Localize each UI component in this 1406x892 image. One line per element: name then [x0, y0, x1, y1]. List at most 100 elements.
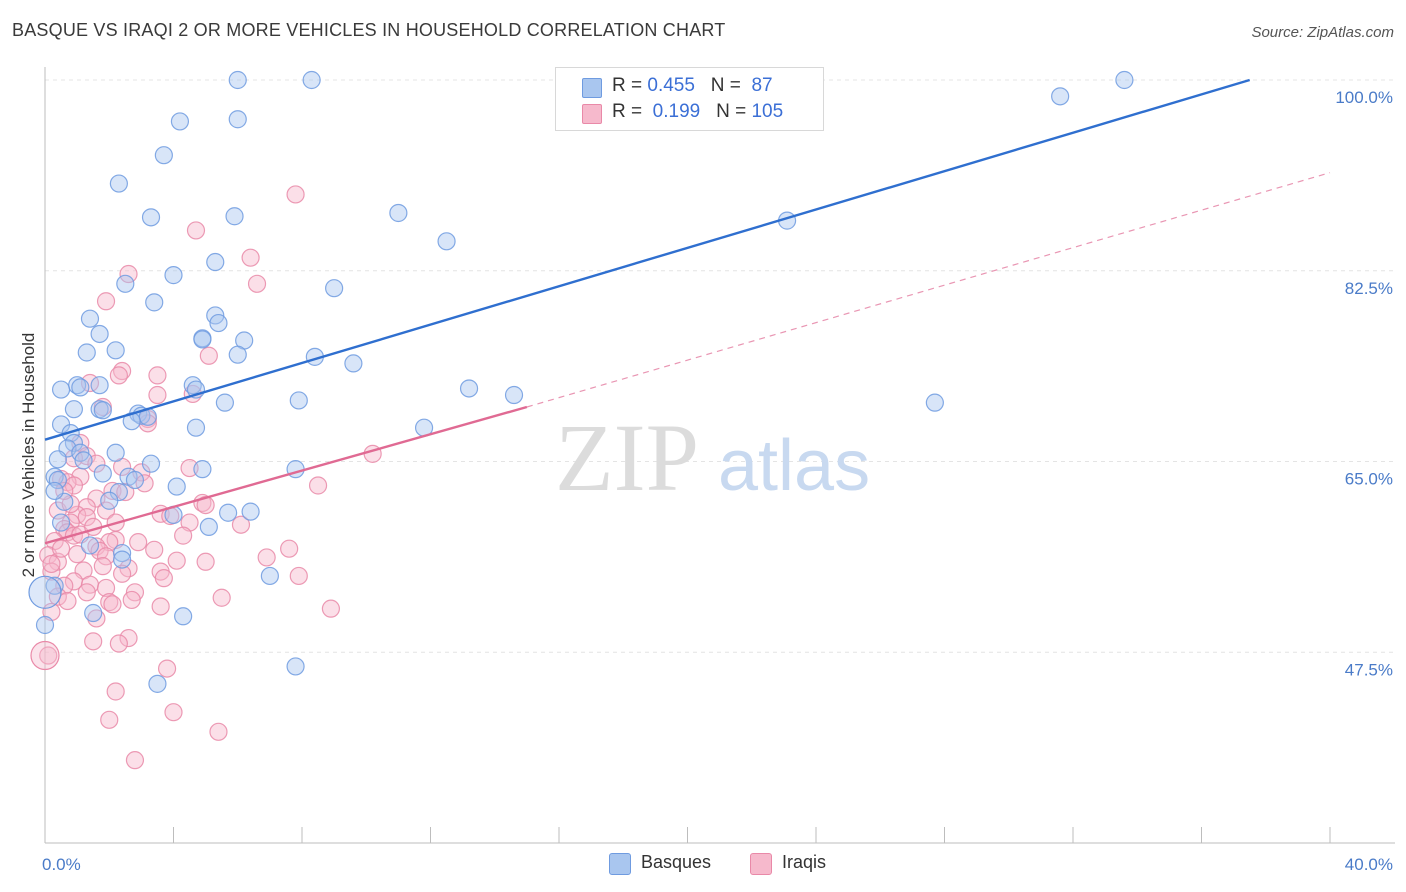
basques-point: [141, 208, 161, 227]
iraqis-point: [119, 264, 138, 284]
legend-r-value-basques: 0.455: [647, 75, 695, 96]
iraqis-point: [55, 481, 74, 501]
trend-line-iraqis: [44, 405, 528, 545]
basques-point: [148, 674, 167, 693]
iraqis-point: [174, 526, 193, 545]
basques-point: [112, 550, 132, 569]
y-tick-label: 47.5%: [1345, 660, 1393, 679]
basques-point: [64, 400, 84, 419]
x-tick-label-min: 0.0%: [42, 855, 81, 874]
iraqis-point: [68, 545, 87, 564]
basques-point: [389, 203, 408, 223]
basques-point: [925, 393, 944, 412]
y-tick-label: 82.5%: [1345, 279, 1393, 298]
iraqis-point: [112, 564, 132, 583]
basques-point: [193, 330, 212, 349]
iraqis-point: [148, 385, 167, 405]
iraqis-point: [247, 274, 267, 293]
iraqis-point: [321, 599, 341, 618]
iraqis-point: [119, 628, 138, 648]
legend-r-label: R =: [612, 75, 643, 96]
basques-point: [80, 536, 100, 555]
basques-point: [260, 566, 279, 586]
trend-line-basques: [44, 78, 1251, 441]
iraqis-point: [96, 578, 116, 598]
basques-point: [48, 470, 67, 490]
basques-point: [106, 443, 125, 462]
bottom-legend-label-iraqis: Iraqis: [782, 852, 827, 872]
basques-point: [193, 460, 212, 479]
basques-point: [302, 70, 321, 90]
chart-title: BASQUE VS IRAQI 2 OR MORE VEHICLES IN HO…: [12, 20, 726, 40]
iraqis-point: [42, 554, 61, 574]
iraqis-point: [109, 366, 128, 385]
y-tick-label: 65.0%: [1345, 470, 1393, 489]
iraqis-point: [286, 185, 305, 204]
basques-point: [170, 112, 190, 131]
basques-point: [125, 470, 145, 490]
basques-point: [228, 345, 247, 364]
basques-point: [93, 464, 112, 483]
iraqis-point: [58, 591, 77, 611]
basques-point: [164, 266, 183, 285]
legend-n-label: N =: [710, 75, 741, 96]
iraqis-point: [212, 588, 231, 607]
watermark-zip: ZIP: [555, 404, 699, 511]
iraqis-point: [84, 632, 103, 651]
iraqis-point: [100, 593, 119, 612]
iraqis-point: [77, 507, 96, 527]
x-tick-label-max: 40.0%: [1345, 855, 1393, 874]
iraqis-point: [103, 481, 122, 501]
iraqis-point: [289, 566, 308, 586]
iraqis-point: [209, 722, 228, 741]
basques-point: [106, 341, 125, 360]
iraqis-point: [157, 659, 177, 678]
iraqis-point: [42, 562, 61, 581]
basques-point: [325, 279, 344, 298]
basques-point: [71, 378, 90, 397]
basques-point: [51, 513, 71, 532]
basques-point: [45, 481, 64, 501]
basques-point: [219, 503, 238, 522]
y-tick-label: 100.0%: [1335, 88, 1393, 107]
series-iraqis-points: [30, 185, 382, 770]
bottom-legend-label-basques: Basques: [641, 852, 712, 872]
basques-point: [80, 309, 100, 328]
basques-point: [141, 454, 161, 473]
iraqis-point: [257, 548, 276, 567]
basques-point: [45, 576, 64, 595]
basques-point: [167, 477, 186, 496]
basques-point: [437, 232, 456, 251]
iraqis-point: [138, 414, 157, 433]
basques-point: [228, 70, 247, 90]
correlation-legend: R = 0.455 N = 87 R = 0.199 N = 105: [555, 67, 824, 131]
legend-r-value-iraqis: 0.199: [652, 101, 701, 122]
tick-labels: 47.5% 65.0% 82.5% 100.0% 0.0% 40.0%: [42, 88, 1393, 874]
iraqis-point: [180, 458, 199, 478]
legend-n-label: N =: [716, 101, 747, 122]
basques-point: [206, 252, 225, 272]
basques-point: [112, 543, 132, 563]
basques-point: [145, 293, 164, 312]
y-axis-label: 2 or more Vehicles in Household: [19, 333, 38, 578]
iraqis-point: [154, 569, 173, 588]
basques-point: [51, 380, 71, 399]
watermark: ZIP atlas: [555, 404, 870, 511]
watermark-atlas: atlas: [718, 426, 870, 506]
basques-point: [241, 502, 260, 521]
iraqis-point: [241, 248, 260, 267]
axes: [44, 67, 1395, 844]
iraqis-point: [103, 595, 122, 614]
legend-r-label: R =: [612, 101, 643, 122]
basques-point: [100, 491, 119, 510]
iraqis-point: [30, 640, 60, 671]
basques-point: [154, 146, 173, 165]
iraqis-point: [145, 540, 164, 559]
basques-point: [74, 451, 93, 470]
iraqis-point: [231, 515, 251, 534]
basques-point: [225, 207, 244, 226]
basques-point: [209, 313, 228, 333]
basques-point: [174, 607, 193, 626]
iraqis-point: [186, 221, 206, 240]
